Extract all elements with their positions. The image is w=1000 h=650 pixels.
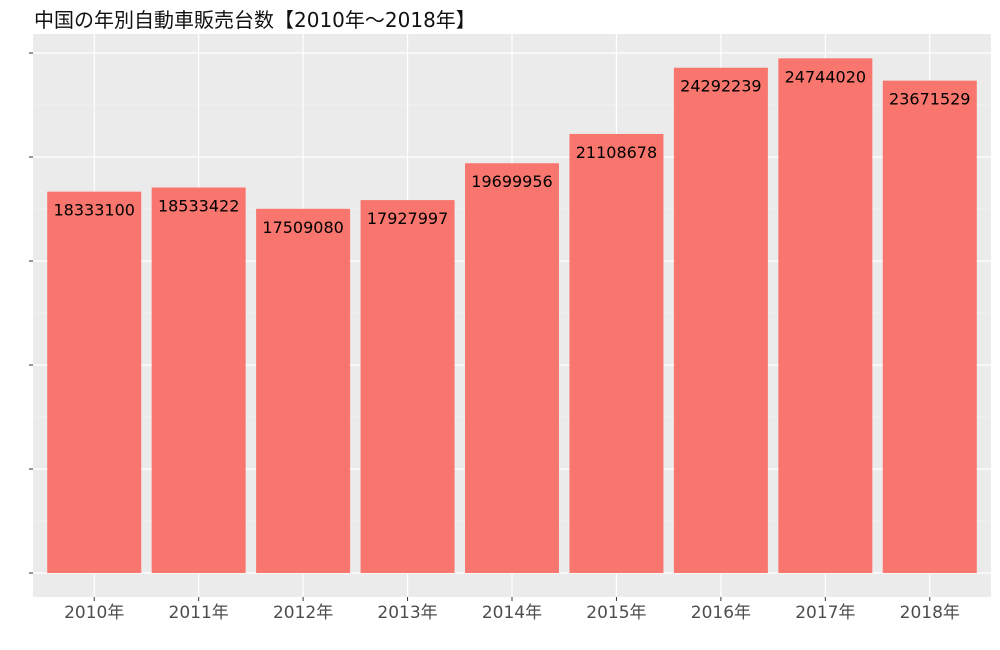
bar [256, 208, 351, 573]
x-tick-label: 2017年 [795, 603, 855, 623]
bar [151, 187, 246, 573]
x-tick-label: 2013年 [377, 603, 437, 623]
bar-data-label: 21108678 [576, 143, 657, 162]
x-tick-label: 2018年 [900, 603, 960, 623]
bar-data-label: 17509080 [262, 218, 343, 237]
bar-data-label: 18333100 [54, 201, 135, 220]
bar [465, 163, 559, 574]
bar-data-label: 17927997 [367, 209, 448, 228]
x-tick-label: 2016年 [691, 603, 751, 623]
chart-title: 中国の年別自動車販売台数【2010年～2018年】 [34, 8, 476, 32]
bar-data-label: 24744020 [785, 67, 866, 86]
bar [360, 200, 455, 573]
x-axis-tick-labels: 2010年 2011年 2012年 2013年 2014年 2015年 2016年 2017年… [64, 603, 960, 623]
y-axis-ticks [29, 52, 33, 574]
bar-data-label: 23671529 [889, 90, 970, 109]
x-tick-label: 2011年 [169, 603, 229, 623]
bar-data-label: 19699956 [471, 172, 552, 191]
bars [47, 58, 977, 574]
data-labels: 18333100 18533422 17509080 17927997 19699956… [54, 67, 971, 236]
bar [673, 67, 768, 573]
bar [778, 58, 873, 573]
x-tick-label: 2010年 [64, 603, 124, 623]
bar-data-label: 18533422 [158, 197, 239, 216]
x-tick-label: 2015年 [586, 603, 646, 623]
x-axis-ticks [93, 597, 931, 601]
bar [569, 133, 664, 573]
x-tick-label: 2012年 [273, 603, 333, 623]
x-tick-label: 2014年 [482, 603, 542, 623]
bar-data-label: 24292239 [680, 77, 761, 96]
bar [47, 191, 142, 574]
bar [882, 80, 977, 573]
